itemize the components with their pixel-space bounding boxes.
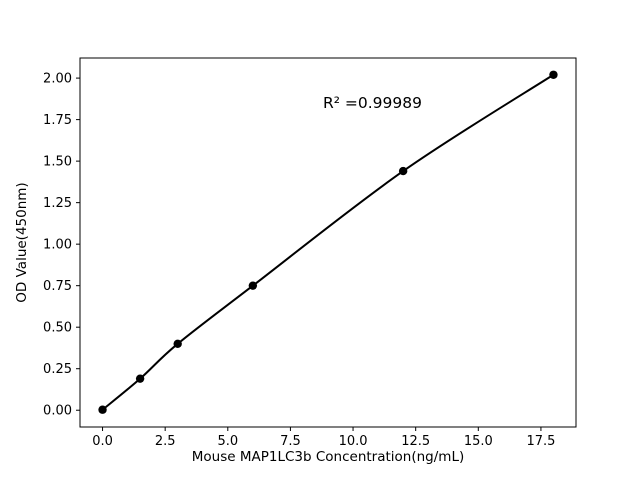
y-tick-label: 0.50 [43,321,72,336]
y-tick-label: 2.00 [43,72,72,87]
x-axis-label: Mouse MAP1LC3b Concentration(ng/mL) [192,449,465,465]
y-tick-label: 1.75 [43,113,72,128]
y-tick-label: 1.50 [43,155,72,170]
x-tick-label: 5.0 [217,434,238,449]
y-tick-label: 1.25 [43,196,72,211]
y-tick-label: 1.00 [43,238,72,253]
x-tick-label: 10.0 [339,434,368,449]
r-squared-annotation: R² =0.99989 [323,94,422,112]
x-tick-label: 17.5 [526,434,555,449]
y-tick-label: 0.00 [43,404,72,419]
y-axis-label: OD Value(450nm) [14,182,30,302]
x-tick-label: 0.0 [92,434,113,449]
x-tick-label: 12.5 [401,434,430,449]
x-tick-label: 7.5 [280,434,301,449]
y-tick-label: 0.25 [43,362,72,377]
x-axis-ticks: 0.0 2.5 5.0 7.5 10.0 12.5 15.0 17.5 [92,427,555,449]
data-point [398,166,408,176]
data-point [135,374,145,383]
x-tick-label: 2.5 [155,434,176,449]
data-point-markers [98,70,558,414]
data-point [248,281,258,290]
plot-area [79,57,577,428]
y-axis-ticks: 0.00 0.25 0.50 0.75 1.00 1.25 1.50 1.75 2.00 [43,72,80,419]
data-point [549,70,558,79]
x-tick-label: 15.0 [464,434,493,449]
data-point [98,405,107,414]
y-tick-label: 0.75 [43,279,72,294]
data-point [173,339,182,349]
